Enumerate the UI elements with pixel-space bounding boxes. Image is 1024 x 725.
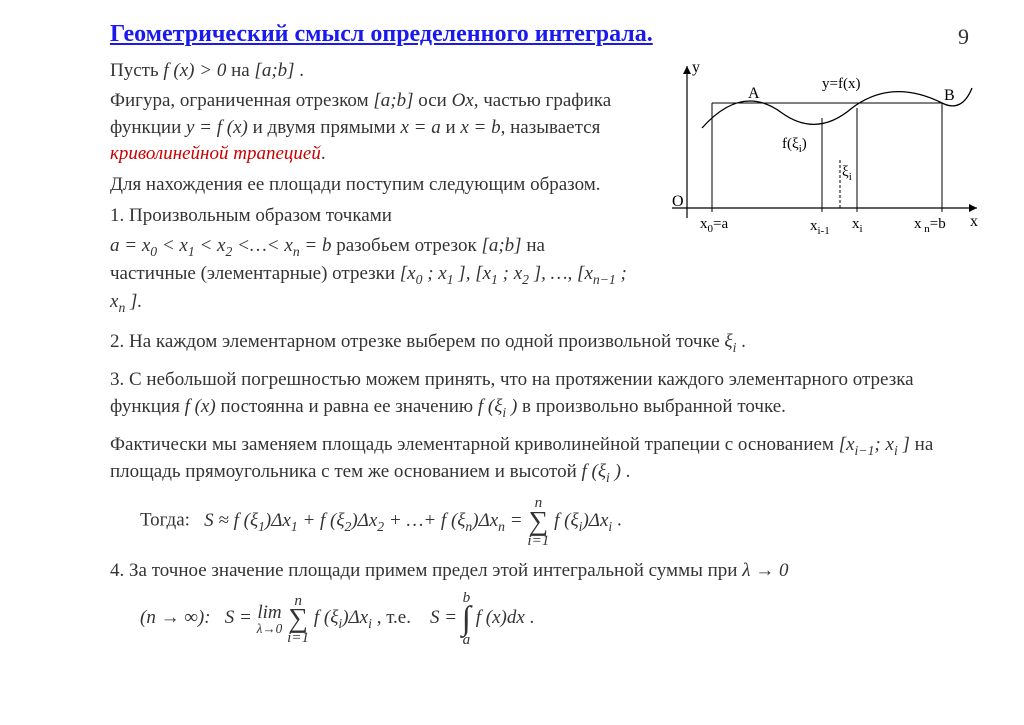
svg-text:B: B	[944, 87, 955, 104]
svg-text:ξi: ξi	[842, 164, 852, 183]
math: S = b∫a f (x)dx	[430, 607, 530, 628]
math: f (ξi )	[582, 461, 621, 482]
svg-text:x n=b: x n=b	[914, 216, 946, 235]
t: Пусть	[110, 60, 163, 81]
svg-text:x0=a: x0=a	[700, 216, 728, 235]
t: и	[441, 117, 461, 138]
t: Тогда:	[140, 510, 190, 531]
t: , называется	[501, 117, 601, 138]
svg-text:x: x	[970, 213, 978, 230]
page-number: 9	[958, 22, 969, 53]
para-partition: a = x0 < x1 < x2 <…< xn = b разобьем отр…	[110, 233, 628, 317]
para-step2: 2. На каждом элементарном отрезке выбере…	[110, 329, 984, 357]
t: .	[321, 143, 326, 164]
math: [xi−1; xi ]	[839, 434, 910, 455]
t: .	[736, 331, 746, 352]
t: оси	[413, 90, 451, 111]
svg-text:y: y	[692, 59, 700, 76]
math: ξi	[724, 331, 736, 352]
t: , т.е.	[377, 607, 411, 628]
t: Фактически мы заменяем площадь элементар…	[110, 434, 839, 455]
t: в произвольно выбранной точке.	[517, 396, 786, 417]
diagram: y x O A y=f(x) B f(ξi) ξi x0=a xi-1 xi x…	[642, 58, 984, 258]
t: Фигура, ограниченная отрезком	[110, 90, 373, 111]
t: разобьем отрезок	[336, 235, 481, 256]
para-step3: 3. С небольшой погрешностью можем принят…	[110, 367, 984, 422]
math: [a;b]	[373, 90, 413, 111]
svg-text:O: O	[672, 193, 684, 210]
svg-text:xi-1: xi-1	[810, 218, 830, 237]
text-column: Пусть f (x) > 0 на [a;b] . Фигура, огран…	[110, 58, 628, 321]
math: [a;b]	[254, 60, 294, 81]
t: .	[617, 510, 622, 531]
svg-text:xi: xi	[852, 216, 863, 235]
term-red: криволинейной трапецией	[110, 143, 321, 164]
math: λ → 0	[742, 560, 788, 581]
equation-sum: Тогда: S ≈ f (ξ1)Δx1 + f (ξ2)Δx2 + …+ f …	[110, 495, 984, 547]
t: .	[299, 60, 304, 81]
page-title: Геометрический смысл определенного интег…	[110, 18, 984, 52]
para-intro: Пусть f (x) > 0 на [a;b] .	[110, 58, 628, 85]
math: (n → ∞): S = limλ→0 n∑i=1 f (ξi)Δxi	[140, 607, 377, 628]
para-step4: 4. За точное значение площади примем пре…	[110, 558, 984, 585]
t: постоянна и равна ее значению	[216, 396, 478, 417]
math: x = a	[400, 117, 440, 138]
para-step1: 1. Произвольным образом точками	[110, 203, 628, 230]
para-figure: Фигура, ограниченная отрезком [a;b] оси …	[110, 88, 628, 168]
math: Ox	[452, 90, 474, 111]
t: 4. За точное значение площади примем пре…	[110, 560, 742, 581]
math: f (x) > 0	[163, 60, 226, 81]
t: 2. На каждом элементарном отрезке выбере…	[110, 331, 724, 352]
math: f (ξi )	[478, 396, 517, 417]
svg-text:f(ξi): f(ξi)	[782, 136, 807, 155]
math: S ≈ f (ξ1)Δx1 + f (ξ2)Δx2 + …+ f (ξn)Δxn…	[204, 510, 617, 531]
math: y = f (x)	[186, 117, 248, 138]
para-method: Для нахождения ее площади поступим следу…	[110, 172, 628, 199]
t: и двумя прямыми	[248, 117, 401, 138]
svg-text:y=f(x): y=f(x)	[822, 76, 860, 92]
t: на	[231, 60, 254, 81]
math: a = x0 < x1 < x2 <…< xn = b	[110, 235, 336, 256]
t: .	[530, 607, 535, 628]
para-replace: Фактически мы заменяем площадь элементар…	[110, 432, 984, 488]
math: f (x)	[185, 396, 216, 417]
t: .	[621, 461, 631, 482]
math: x = b	[460, 117, 500, 138]
svg-text:A: A	[748, 85, 760, 102]
math: [a;b]	[481, 235, 521, 256]
equation-limit: (n → ∞): S = limλ→0 n∑i=1 f (ξi)Δxi , т.…	[110, 590, 984, 647]
